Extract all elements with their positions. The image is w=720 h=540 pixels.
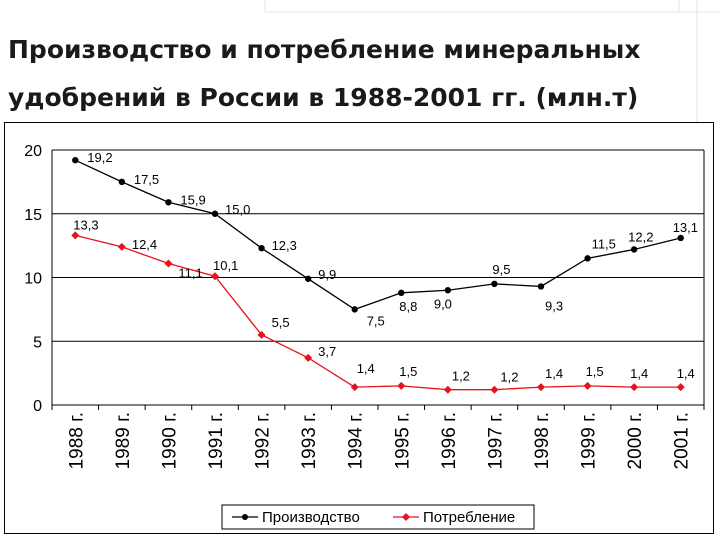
corner-decoration bbox=[264, 0, 720, 122]
legend-production-marker bbox=[242, 514, 248, 520]
production-series-line bbox=[75, 159, 681, 311]
consumption-point bbox=[490, 385, 499, 394]
y-tick-label: 20 bbox=[24, 143, 42, 160]
consumption-point bbox=[630, 383, 639, 392]
consumption-data-label: 10,1 bbox=[213, 258, 238, 273]
x-tick-label: 1988 г. bbox=[66, 412, 87, 469]
x-tick-label: 2001 г. bbox=[672, 412, 693, 469]
production-data-label: 8,8 bbox=[399, 299, 417, 314]
production-data-label: 12,3 bbox=[272, 238, 297, 253]
consumption-point bbox=[350, 383, 359, 392]
page-title: Производство и потребление минеральных у… bbox=[8, 35, 641, 112]
production-data-label: 9,0 bbox=[434, 296, 452, 311]
consumption-point bbox=[164, 259, 173, 268]
x-tick-label: 1991 г. bbox=[206, 412, 227, 469]
y-tick-label: 5 bbox=[33, 334, 42, 351]
x-tick-label: 1999 г. bbox=[579, 412, 600, 469]
production-point bbox=[537, 283, 545, 290]
production-point bbox=[118, 178, 126, 186]
production-point bbox=[304, 275, 312, 282]
production-data-label: 15,9 bbox=[180, 192, 205, 207]
consumption-data-label: 1,4 bbox=[357, 361, 375, 376]
production-point bbox=[491, 280, 498, 288]
legend-box bbox=[221, 504, 535, 530]
consumption-point bbox=[71, 231, 80, 240]
legend-production-label: Производство bbox=[262, 509, 360, 526]
production-point bbox=[444, 287, 452, 294]
production-point bbox=[211, 210, 219, 217]
consumption-data-label: 3,7 bbox=[318, 344, 336, 359]
x-tick-label: 1998 г. bbox=[532, 412, 553, 469]
consumption-data-label: 13,3 bbox=[73, 217, 98, 232]
x-tick-label: 1997 г. bbox=[485, 412, 506, 469]
x-tick-label: 1989 г. bbox=[113, 412, 134, 469]
x-tick-label: 1993 г. bbox=[299, 412, 320, 469]
production-point bbox=[398, 289, 405, 296]
consumption-series-line bbox=[75, 234, 681, 391]
consumption-data-label: 1,5 bbox=[399, 364, 417, 379]
legend-consumption-label: Потребление bbox=[423, 509, 515, 526]
x-tick-label: 1995 г. bbox=[392, 412, 413, 469]
y-tick-label: 10 bbox=[24, 271, 42, 288]
consumption-data-label: 1,2 bbox=[500, 370, 518, 385]
production-data-label: 9,9 bbox=[318, 267, 336, 282]
production-data-label: 7,5 bbox=[367, 313, 385, 328]
consumption-point bbox=[397, 381, 406, 390]
production-data-label: 12,2 bbox=[628, 229, 653, 244]
consumption-data-label: 1,5 bbox=[586, 364, 604, 379]
consumption-data-label: 1,2 bbox=[452, 369, 470, 384]
production-data-label: 13,1 bbox=[673, 220, 698, 235]
production-data-label: 19,2 bbox=[87, 150, 112, 165]
production-point bbox=[165, 199, 172, 206]
consumption-point bbox=[257, 330, 266, 339]
x-tick-label: 1992 г. bbox=[253, 412, 274, 469]
production-point bbox=[630, 246, 638, 253]
production-point bbox=[72, 157, 79, 164]
consumption-data-label: 5,5 bbox=[272, 315, 290, 330]
consumption-point bbox=[117, 242, 126, 251]
consumption-point bbox=[443, 385, 452, 394]
consumption-data-label: 11,1 bbox=[178, 265, 202, 280]
consumption-data-label: 1,4 bbox=[545, 366, 563, 381]
production-point bbox=[584, 255, 591, 262]
production-point bbox=[677, 234, 684, 242]
x-tick-label: 1990 г. bbox=[159, 412, 180, 469]
production-data-label: 9,5 bbox=[492, 262, 510, 277]
chart-frame bbox=[4, 122, 714, 534]
production-point bbox=[258, 244, 265, 252]
x-tick-label: 1996 г. bbox=[439, 412, 460, 469]
production-data-label: 9,3 bbox=[545, 298, 563, 313]
consumption-data-label: 1,4 bbox=[677, 366, 695, 381]
consumption-data-label: 1,4 bbox=[630, 366, 648, 381]
production-data-label: 15,0 bbox=[225, 202, 250, 217]
production-point bbox=[351, 306, 358, 313]
consumption-point bbox=[583, 381, 592, 390]
consumption-point bbox=[676, 383, 685, 392]
y-tick-label: 0 bbox=[33, 398, 42, 415]
x-tick-label: 2000 г. bbox=[625, 412, 646, 469]
consumption-point bbox=[304, 353, 313, 362]
consumption-point bbox=[537, 383, 545, 392]
consumption-data-label: 12,4 bbox=[132, 237, 157, 252]
consumption-point bbox=[211, 272, 219, 281]
x-tick-label: 1994 г. bbox=[346, 412, 367, 469]
production-data-label: 11,5 bbox=[592, 236, 616, 251]
legend-consumption-marker bbox=[402, 513, 410, 521]
production-data-label: 17,5 bbox=[134, 172, 159, 187]
y-tick-label: 15 bbox=[24, 207, 42, 224]
